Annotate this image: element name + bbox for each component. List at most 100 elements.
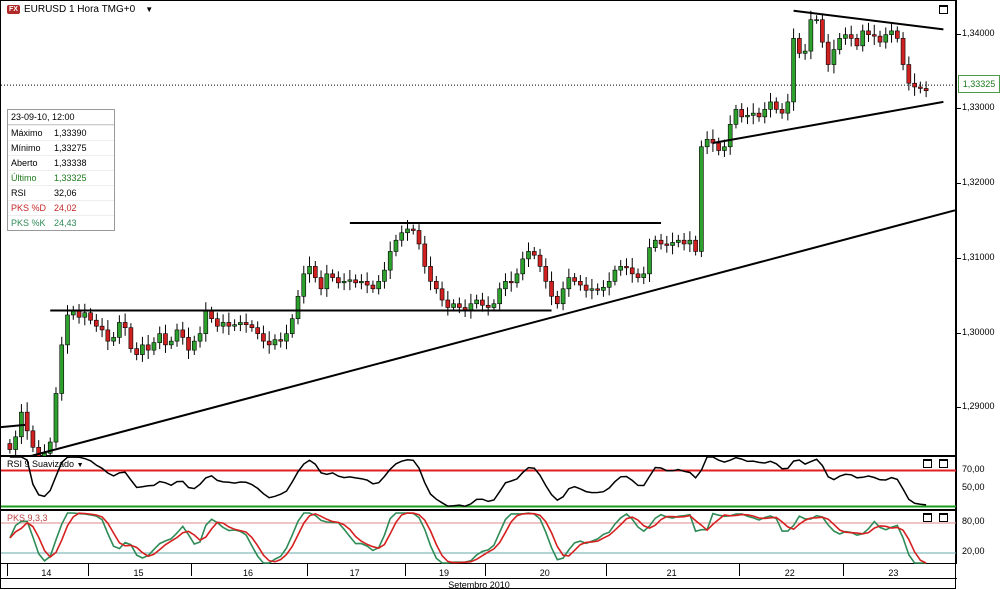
candle-body [261,333,266,342]
candle [53,387,59,448]
candle-body [278,339,284,342]
candle [399,225,405,247]
candle-body [566,277,572,290]
candle [520,251,526,281]
info-row: Último 1,33325 [8,170,114,185]
candle [47,437,53,457]
candle [439,281,445,307]
candle [889,21,894,43]
info-label: Máximo [11,128,43,138]
candlestick-chart[interactable] [1,1,957,457]
candle [549,271,554,306]
candle-body [428,266,433,282]
caret-down-icon[interactable]: ▼ [145,5,154,14]
candle-body [866,30,871,35]
candle [128,323,134,353]
candle [670,232,675,255]
candle [918,81,923,94]
candle-body [676,239,681,243]
candle-body [122,322,128,328]
candle [808,10,814,60]
rsi-panel[interactable]: RSI 9 Suavizado ▼ [0,456,957,510]
candle-body [163,333,168,346]
candle [514,268,520,288]
pks-chart [1,512,957,564]
pks-axis[interactable]: 80,00 20,00 [956,510,1000,564]
candle-body [59,344,65,394]
month-label: Setembro 2010 [1,578,957,590]
candle-body [699,146,704,252]
candle-body [601,287,606,291]
candle [30,425,36,453]
candle-body [526,251,531,260]
candle-body [289,318,295,334]
candle-body [226,322,232,327]
candle-body [249,324,255,328]
candle-body [168,340,174,346]
candle [278,332,284,348]
pks-panel[interactable]: PKS 9,3,3 [0,510,957,564]
candle-body [70,310,76,316]
candle-body [848,34,854,39]
candle-body [837,38,842,50]
candle-body [727,124,733,148]
candle [843,27,848,45]
candle-body [203,310,209,334]
candle [416,224,422,250]
candle-body [895,30,900,39]
maximize-icon[interactable] [939,513,948,522]
candle [434,275,439,294]
day-separator [7,564,8,576]
info-row: RSI 32,06 [8,185,114,200]
minimize-icon[interactable] [923,513,932,522]
candle [24,402,30,440]
candle [324,264,330,297]
candle-body [825,41,831,65]
info-label: RSI [11,188,27,198]
candle-body [543,266,549,282]
candle [7,439,13,454]
candle [76,304,82,324]
candle [209,306,214,323]
candle-body [606,281,612,288]
info-value: 1,33275 [54,143,87,153]
candle [756,107,762,122]
day-label: 17 [349,568,360,578]
candle-body [157,333,163,343]
candle [382,262,387,289]
chart-title: FX EURUSD 1 Hora TMG+0 ▼ [7,4,153,15]
day-label: 21 [666,568,677,578]
price-axis[interactable]: 1,34000 1,33000 1,32000 1,31000 1,30000 1,290… [956,0,1000,456]
time-axis[interactable]: Setembro 2010 14 15 16 17 19 20 21 22 23 [0,564,957,590]
maximize-icon[interactable] [939,5,948,14]
candle-body [877,35,883,43]
candle [272,334,278,350]
candle-body [445,299,451,308]
candle-body [549,281,554,297]
candle [531,246,537,260]
candle-body [883,34,889,43]
day-separator [606,564,608,576]
candle-body [531,251,537,256]
maximize-icon[interactable] [939,459,948,468]
candle [255,321,260,340]
trendline-triangle-low [712,100,944,145]
candle-body [88,312,93,321]
candle [647,238,652,282]
candle [370,280,376,293]
caret-down-icon[interactable]: ▼ [76,462,84,469]
candle [733,104,739,129]
candle [641,266,647,285]
day-separator [404,564,406,576]
info-value: 32,06 [54,188,77,198]
candle-body [900,38,906,65]
price-chart-panel[interactable]: FX EURUSD 1 Hora TMG+0 ▼ 23-09-10, 12:00… [0,0,957,457]
candle [243,313,249,333]
rsi-axis[interactable]: 70,00 50,00 [956,456,1000,510]
minimize-icon[interactable] [923,459,932,468]
candle-body [906,64,912,84]
candle [445,291,451,316]
candle [779,103,785,119]
oscillator-tick-label: 70,00 [962,463,985,474]
candle [151,337,157,355]
